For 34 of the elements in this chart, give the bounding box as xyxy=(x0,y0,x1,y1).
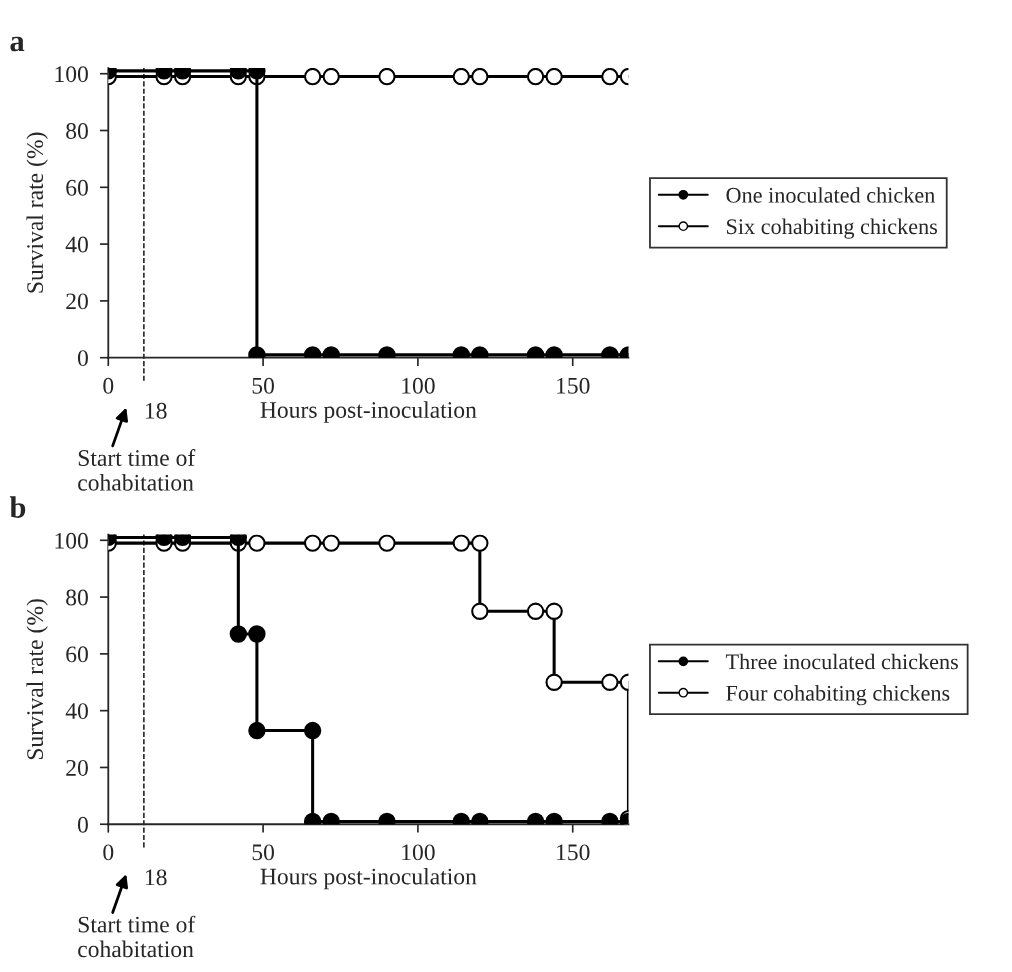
y-tick-label: 80 xyxy=(66,589,88,606)
chart-title: a xyxy=(10,36,25,52)
legend-label: Six cohabiting chickens xyxy=(727,218,938,239)
text: Start time of cohabitation xyxy=(78,449,196,491)
y-tick-label: 40 xyxy=(65,703,88,720)
legend-label: Four cohabiting chickens xyxy=(726,685,950,706)
y-axis-title: Survival rate (%) xyxy=(26,132,48,293)
y-tick-label: 100 xyxy=(55,66,88,83)
y-tick-label: 60 xyxy=(66,179,88,196)
x-tick-label: 0 xyxy=(103,844,114,861)
x-axis-title: Hours post-inoculation xyxy=(260,867,477,890)
x-tick-label: 150 xyxy=(557,844,590,861)
y-tick-label: 60 xyxy=(66,646,88,663)
y-tick-label: 20 xyxy=(66,759,88,776)
y-tick-label: 20 xyxy=(66,293,88,310)
x-tick-label: 100 xyxy=(402,377,435,394)
legend-label: One inoculated chicken xyxy=(726,187,935,203)
text: 18 xyxy=(145,869,167,886)
x-axis-title: Hours post-inoculation xyxy=(260,401,477,423)
legend-label: Three inoculated chickens xyxy=(725,653,958,670)
x-tick-label: 0 xyxy=(103,377,114,394)
y-axis-title: Survival rate (%) xyxy=(26,599,48,760)
x-tick-label: 150 xyxy=(557,377,590,394)
y-tick-label: 0 xyxy=(77,350,88,367)
y-tick-label: 0 xyxy=(77,816,88,833)
chart-title: b xyxy=(9,496,26,518)
y-tick-label: 100 xyxy=(55,532,88,549)
text: 18 xyxy=(145,402,167,419)
text: Start time of cohabitation xyxy=(78,915,196,958)
x-tick-label: 100 xyxy=(402,844,435,861)
x-tick-label: 50 xyxy=(252,844,274,861)
y-tick-label: 40 xyxy=(65,236,88,253)
y-tick-label: 80 xyxy=(66,123,88,139)
x-tick-label: 50 xyxy=(252,377,274,394)
